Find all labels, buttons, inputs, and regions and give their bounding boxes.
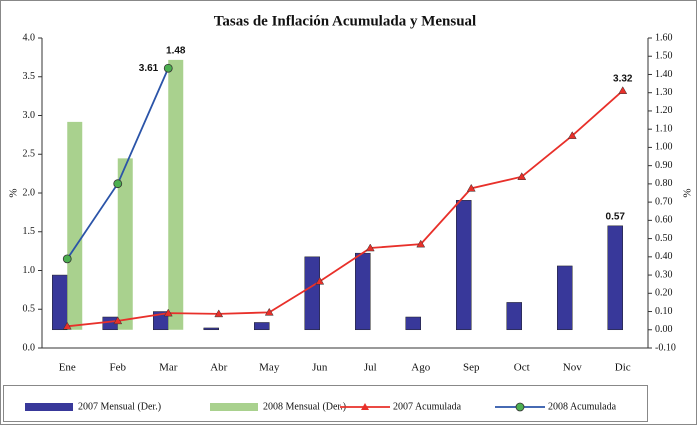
y2-tick-label: 0.20 [655,288,673,299]
data-label: 3.61 [139,63,159,74]
y2-tick-label: 0.90 [655,160,673,171]
bar [67,121,83,330]
y2-tick-label: 1.00 [655,142,673,153]
marker [214,309,224,318]
y2-tick-label: -0.10 [655,342,676,353]
bar [506,302,522,331]
bar [168,59,184,330]
y-tick-label: 4.0 [23,32,36,43]
bar [557,265,573,331]
y-tick-label: 2.5 [23,149,36,160]
y2-tick-label: 0.40 [655,251,673,262]
bar [304,256,320,331]
legend-swatch [25,403,73,411]
y-tick-label: 1.0 [23,265,36,276]
x-tick-label: Feb [110,362,127,374]
x-tick-label: Jul [364,362,377,374]
y-tick-label: 2.0 [23,187,36,198]
marker [163,308,173,317]
x-tick-label: Abr [210,362,227,374]
y2-tick-label: 1.10 [655,123,673,134]
x-tick-label: Dic [615,362,631,374]
y2-tick-label: 0.50 [655,233,673,244]
y2-tick-label: 0.00 [655,324,673,335]
y-tick-label: 3.0 [23,110,36,121]
y2-tick-label: 0.70 [655,196,673,207]
legend-box [3,385,648,422]
bar [254,322,270,331]
bar [355,252,371,331]
x-tick-label: May [259,362,280,374]
marker [618,86,628,94]
y2-tick-label: 1.50 [655,51,673,62]
marker [62,254,72,264]
y-tick-label: 3.5 [23,71,36,82]
bar [456,200,472,331]
y2-tick-label: 0.10 [655,306,673,317]
data-label: 3.32 [613,73,633,84]
x-tick-label: Ene [59,362,76,374]
marker [113,316,123,325]
marker [264,307,274,316]
y2-tick-label: 1.20 [655,105,673,116]
legend-label: 2008 Acumulada [548,401,617,412]
legend-label: 2007 Mensual (Der.) [78,401,161,412]
legend-swatch [210,403,258,411]
y-tick-label: 0.0 [23,342,36,353]
y-tick-label: 1.5 [23,226,36,237]
x-tick-label: Mar [159,362,178,374]
y2-tick-label: 1.40 [655,69,673,80]
y2-tick-label: 1.30 [655,87,673,98]
marker [466,183,476,192]
x-tick-label: Ago [411,362,430,374]
y2-tick-label: 1.60 [655,32,673,43]
y-axis-label: % [8,188,20,197]
legend-marker [361,403,369,410]
legend-marker [515,402,525,412]
bar [607,225,623,331]
bar [52,274,68,331]
data-label: 1.48 [166,46,186,57]
marker [113,179,123,189]
chart-title: Tasas de Inflación Acumulada y Mensual [214,13,476,29]
bar [405,316,421,331]
y-tick-label: 0.5 [23,304,36,315]
line [67,90,624,328]
bar [203,327,219,331]
marker [315,276,325,285]
marker [517,172,527,180]
x-tick-label: Oct [514,362,530,374]
data-label: 0.57 [606,211,626,222]
y2-tick-label: 0.80 [655,178,673,189]
marker [567,131,577,139]
legend-label: 2007 Acumulada [393,401,462,412]
marker [365,243,375,252]
y2-tick-label: 0.30 [655,269,673,280]
marker [62,321,72,330]
x-tick-label: Jun [312,362,328,374]
x-tick-label: Nov [563,362,582,374]
x-tick-label: Sep [463,362,480,374]
y2-tick-label: 0.60 [655,215,673,226]
marker [163,63,173,73]
legend-label: 2008 Mensual (Der.) [263,401,346,412]
marker [416,239,426,248]
y2-axis-label: % [682,188,694,197]
bar [117,158,133,330]
